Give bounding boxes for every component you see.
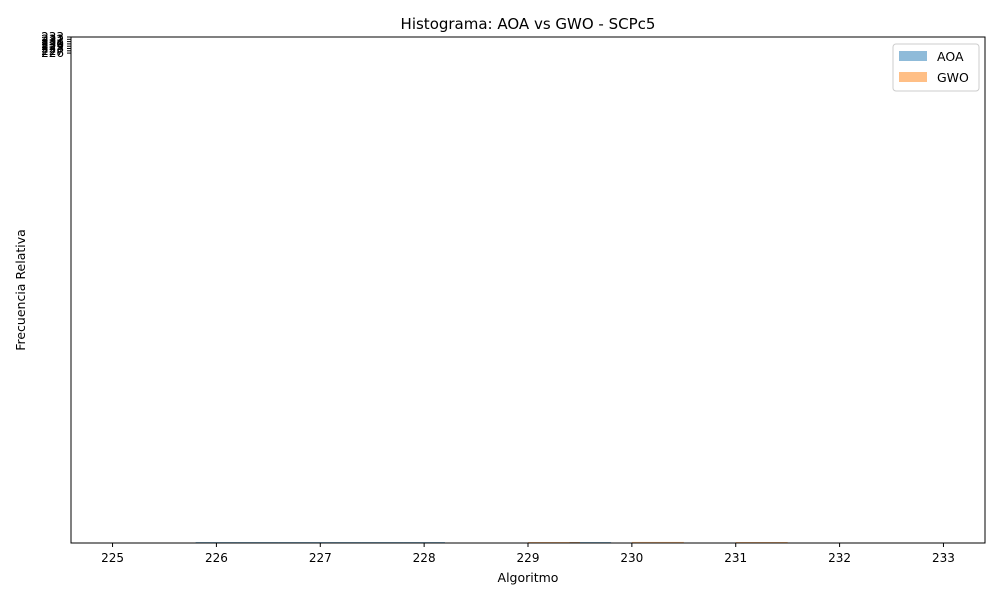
y-tick-label: 231 [41, 35, 64, 49]
legend-label-aoa: AOA [937, 49, 964, 64]
y-tick-label: 228 [41, 42, 64, 56]
y-tick-label: 227 [41, 44, 64, 58]
x-tick-label: 231 [724, 551, 747, 565]
x-tick-label: 232 [828, 551, 851, 565]
bar-gwo [631, 541, 684, 543]
y-tick-label: 226 [41, 46, 64, 60]
x-tick-label: 228 [413, 551, 436, 565]
legend-label-gwo: GWO [937, 70, 969, 85]
x-tick-label: 233 [932, 551, 955, 565]
legend-swatch-gwo [899, 72, 927, 82]
y-tick-label: 233 [41, 30, 64, 44]
plot-frame [70, 36, 986, 544]
x-tick-label: 227 [309, 551, 332, 565]
y-tick-label: 232 [41, 32, 64, 46]
legend-items: AOA GWO [899, 49, 969, 85]
y-axis-label: Frecuencia Relativa [13, 229, 28, 351]
chart-title: Histograma: AOA vs GWO - SCPc5 [401, 15, 656, 33]
x-axis-ticks: 225 226 227 228 229 230 231 232 233 [101, 543, 955, 565]
x-tick-label: 225 [101, 551, 124, 565]
legend-swatch-aoa [899, 51, 927, 61]
x-tick-label: 229 [517, 551, 540, 565]
legend: AOA GWO [892, 43, 980, 92]
x-tick-label: 226 [205, 551, 228, 565]
y-tick-label: 230 [41, 37, 64, 51]
plot-area [71, 37, 985, 543]
x-axis-label: Algoritmo [498, 570, 559, 585]
x-tick-label: 230 [620, 551, 643, 565]
y-tick-label: 229 [41, 39, 64, 53]
